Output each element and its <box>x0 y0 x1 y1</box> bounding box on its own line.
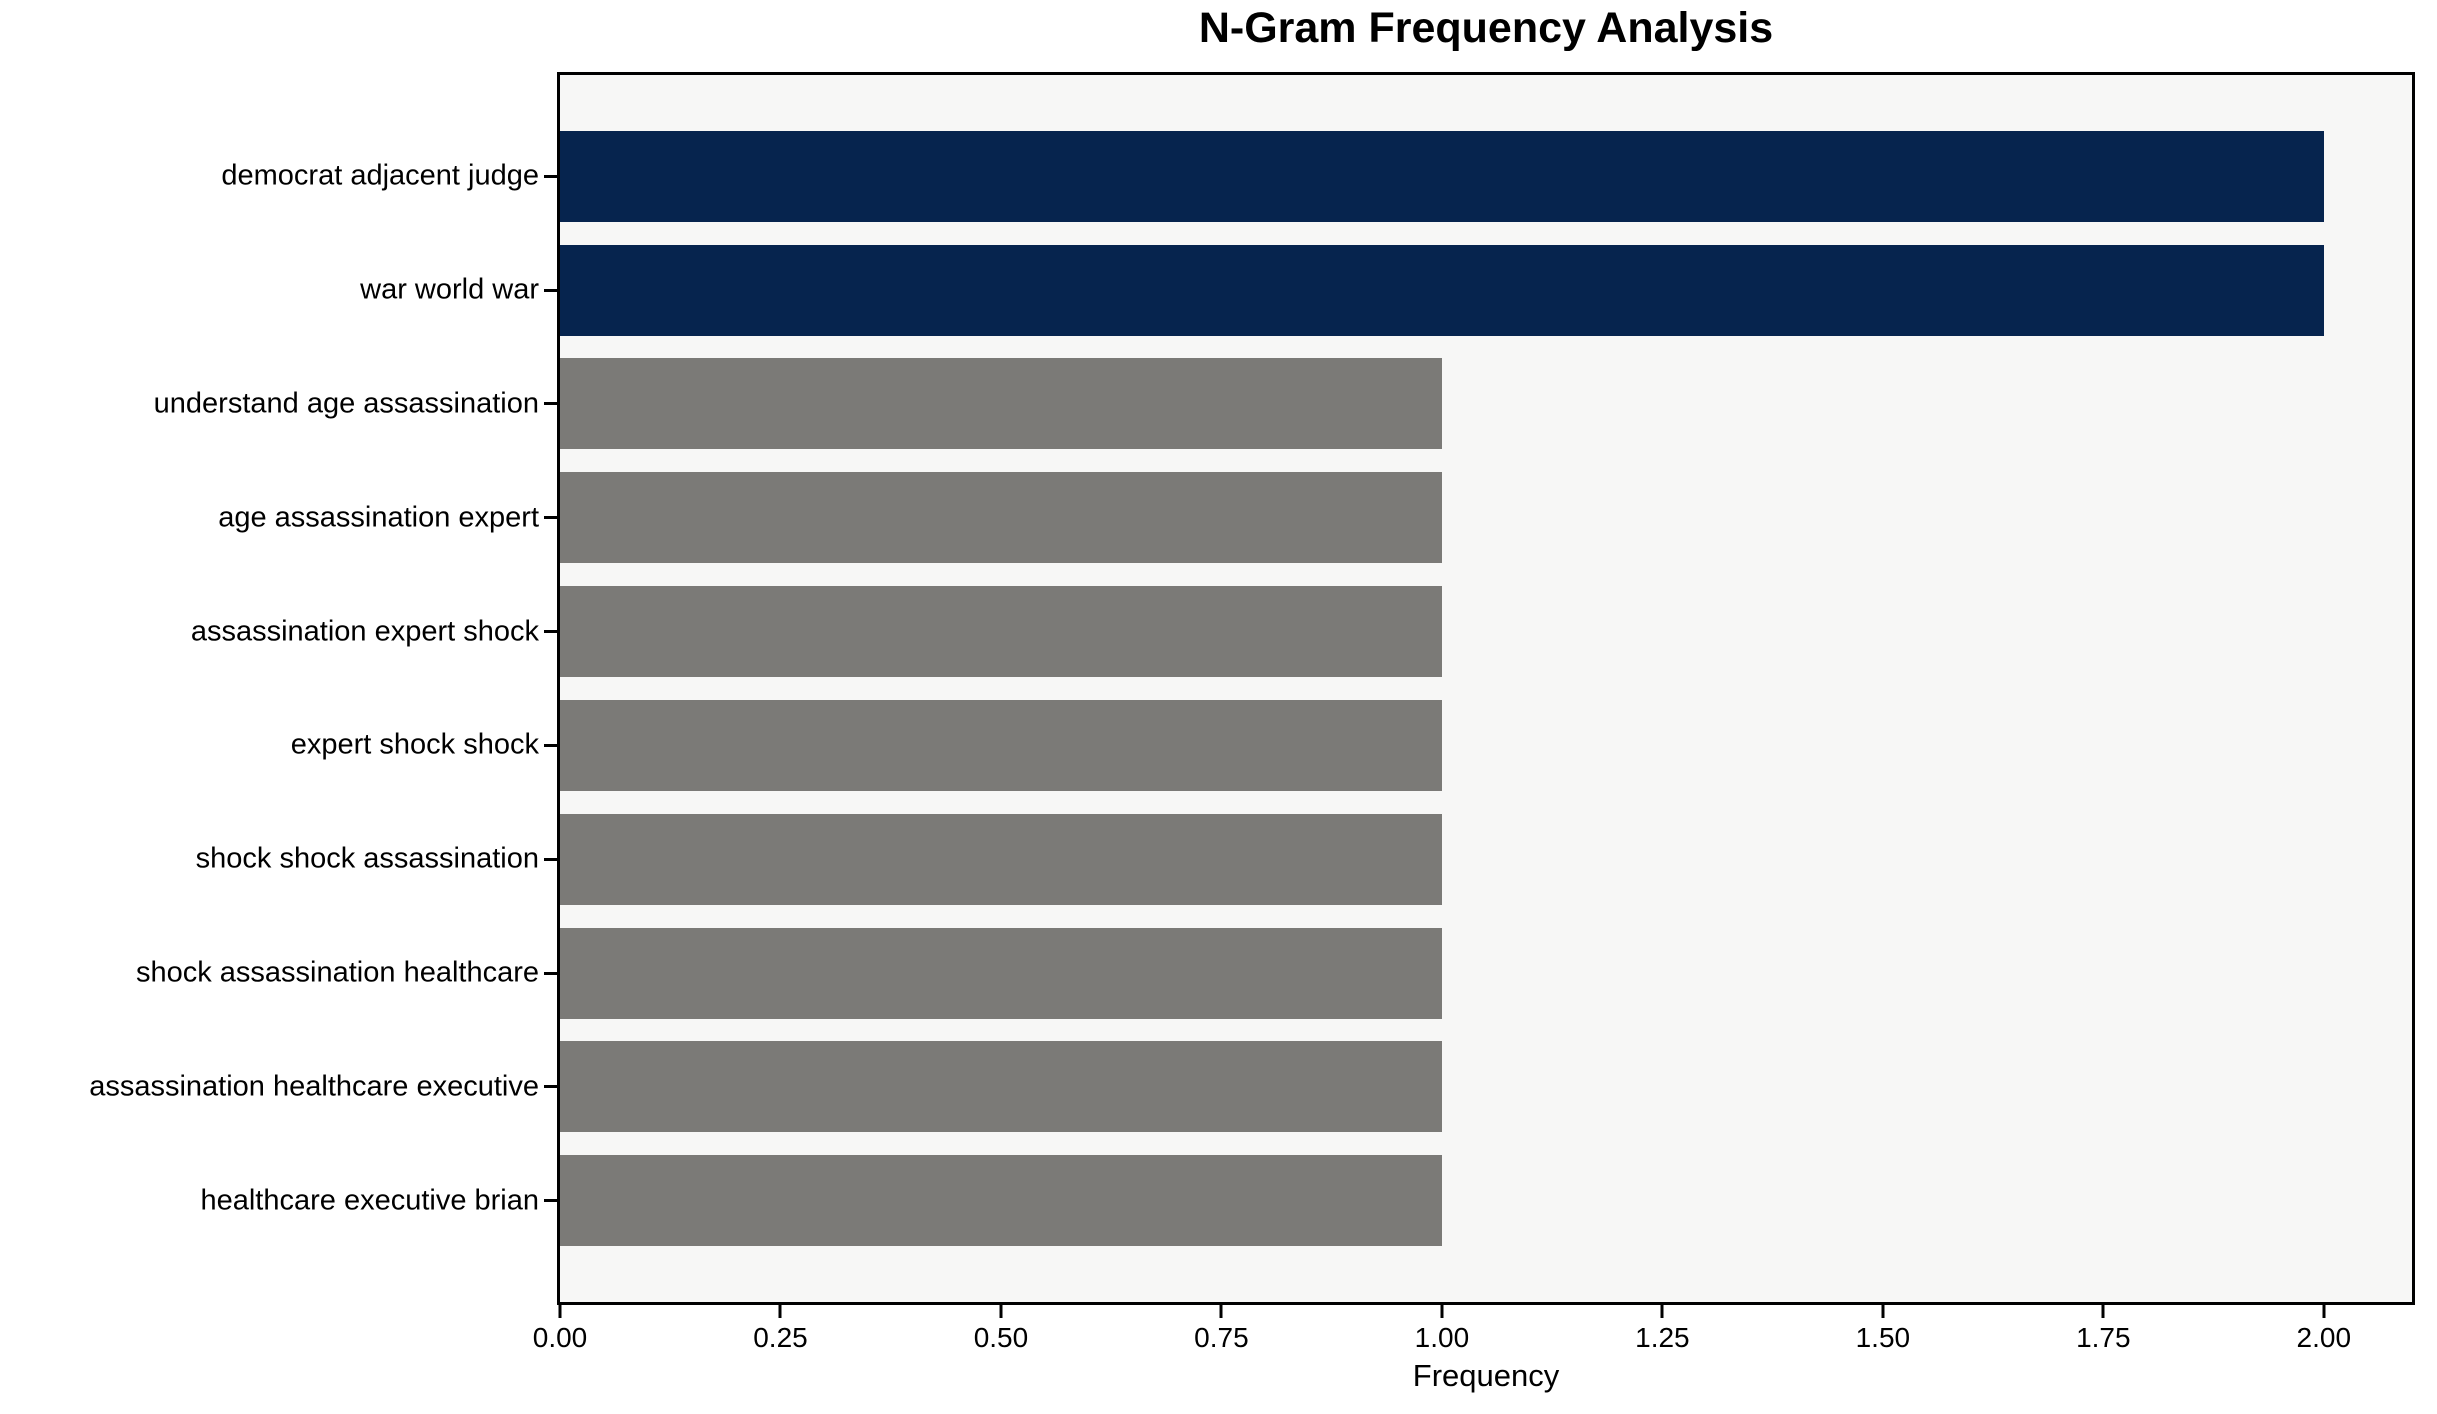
bar <box>560 130 2324 222</box>
y-tick <box>544 402 557 406</box>
y-tick-label: healthcare executive brian <box>200 1184 539 1217</box>
bar <box>560 472 1442 564</box>
bar <box>560 699 1442 791</box>
bar <box>560 586 1442 678</box>
bar <box>560 1155 1442 1247</box>
y-tick-label: war world war <box>360 273 539 306</box>
x-tick-label: 1.00 <box>1414 1322 1470 1353</box>
x-tick-label: 0.25 <box>753 1322 808 1353</box>
bar <box>560 1041 1442 1133</box>
x-tick-label: 1.25 <box>1635 1322 1690 1353</box>
y-tick-label: expert shock shock <box>290 728 539 761</box>
y-tick <box>544 630 557 634</box>
y-tick-label: understand age assassination <box>153 387 539 420</box>
y-tick <box>544 516 557 520</box>
bar <box>560 358 1442 450</box>
x-tick <box>1660 1305 1664 1318</box>
y-tick <box>544 1199 557 1203</box>
x-tick-label: 1.75 <box>2076 1322 2131 1353</box>
y-tick <box>544 1085 557 1089</box>
y-tick <box>544 971 557 975</box>
chart-title: N-Gram Frequency Analysis <box>1198 4 1774 52</box>
y-tick-label: democrat adjacent judge <box>221 159 539 192</box>
x-tick <box>1219 1305 1223 1318</box>
x-axis-label: Frequency <box>1412 1358 1560 1393</box>
y-tick-label: shock assassination healthcare <box>135 956 539 989</box>
y-tick <box>544 288 557 292</box>
y-tick <box>544 174 557 178</box>
x-tick-label: 0.75 <box>1194 1322 1249 1353</box>
x-tick-label: 0.00 <box>532 1322 588 1353</box>
x-tick-label: 1.50 <box>1855 1322 1911 1353</box>
x-tick <box>999 1305 1003 1318</box>
x-tick <box>1881 1305 1885 1318</box>
x-tick <box>778 1305 782 1318</box>
x-tick <box>2101 1305 2105 1318</box>
x-tick <box>2322 1305 2326 1318</box>
y-tick <box>544 857 557 861</box>
y-tick-label: age assassination expert <box>218 501 539 534</box>
y-tick-label: shock shock assassination <box>195 842 539 875</box>
x-tick-label: 2.00 <box>2296 1322 2352 1353</box>
x-tick <box>558 1305 562 1318</box>
bar <box>560 813 1442 905</box>
x-tick <box>1440 1305 1444 1318</box>
plot-area <box>557 72 2415 1305</box>
y-tick-label: assassination expert shock <box>190 615 539 648</box>
y-tick <box>544 743 557 747</box>
x-tick-label: 0.50 <box>973 1322 1029 1353</box>
bar <box>560 927 1442 1019</box>
y-tick-label: assassination healthcare executive <box>89 1070 539 1103</box>
bar <box>560 244 2324 336</box>
